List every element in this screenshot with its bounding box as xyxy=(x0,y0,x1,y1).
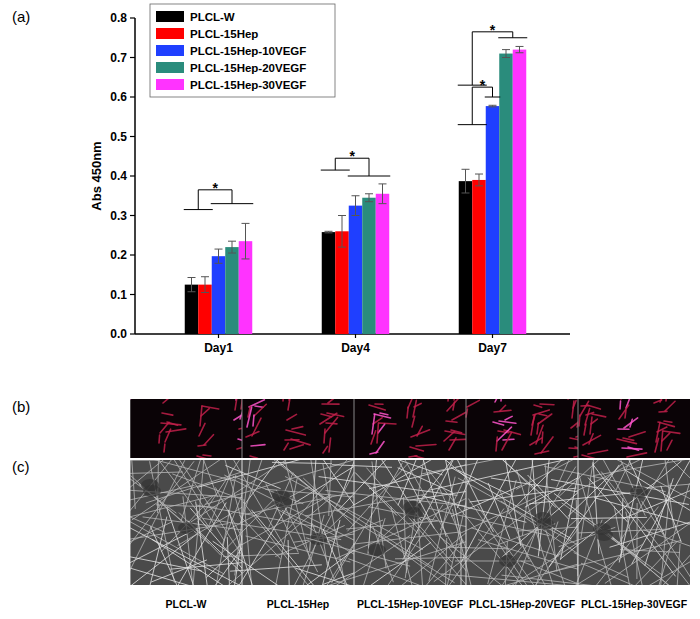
bracket-arm xyxy=(492,87,493,97)
y-tick-label: 0.7 xyxy=(110,51,127,65)
significance-mark: * xyxy=(212,180,218,196)
bar xyxy=(499,54,513,334)
error-bar xyxy=(352,196,360,216)
bar xyxy=(322,232,336,334)
fluorescence-panel xyxy=(354,399,470,458)
legend-label: PLCL-15Hep xyxy=(190,28,258,40)
bar xyxy=(225,247,239,334)
bar xyxy=(472,180,486,334)
fluorescence-panel xyxy=(578,399,690,458)
bracket-arm xyxy=(472,32,473,85)
y-axis xyxy=(134,18,136,334)
image-label: PLCL-15Hep-10VEGF xyxy=(357,598,464,610)
x-tick-label: Day1 xyxy=(204,341,233,355)
error-bar xyxy=(489,105,497,107)
x-tick-label: Day7 xyxy=(478,341,507,355)
significance-mark: * xyxy=(349,148,355,164)
panel-label: (b) xyxy=(12,398,30,415)
legend-swatch xyxy=(156,11,184,22)
error-bar xyxy=(462,169,470,193)
legend-swatch xyxy=(156,62,184,73)
fluorescence-panel xyxy=(242,399,354,458)
image-label: PLCL-15Hep xyxy=(267,598,329,610)
bar xyxy=(349,206,363,334)
legend-box xyxy=(150,4,335,97)
fluorescence-panel xyxy=(130,399,258,458)
sem-panel xyxy=(502,460,690,585)
y-tick-label: 0.6 xyxy=(110,90,127,104)
bars xyxy=(185,46,527,334)
legend-swatch xyxy=(156,28,184,39)
bar xyxy=(513,50,527,334)
legend-label: PLCL-W xyxy=(190,11,235,23)
bar xyxy=(362,198,376,334)
error-bar xyxy=(475,174,483,186)
panel-label: (c) xyxy=(12,458,30,475)
significance-mark: * xyxy=(490,22,496,38)
error-bar xyxy=(502,50,510,58)
bracket-arm xyxy=(232,190,233,204)
error-bar xyxy=(242,223,250,259)
bar xyxy=(335,231,349,334)
error-bar xyxy=(365,194,373,202)
bar xyxy=(198,285,212,334)
fluorescence-images xyxy=(130,399,690,458)
x-tick-label: Day4 xyxy=(341,341,370,355)
error-bar xyxy=(516,46,524,52)
bracket-arm xyxy=(512,32,513,38)
legend-swatch xyxy=(156,45,184,56)
bar xyxy=(459,181,473,334)
bar xyxy=(486,106,500,334)
bracket-arm xyxy=(369,158,370,176)
legend-label: PLCL-15Hep-30VEGF xyxy=(190,79,306,91)
bracket-arm xyxy=(335,158,336,170)
error-bar xyxy=(215,249,223,263)
x-tick xyxy=(492,334,493,338)
legend: PLCL-W PLCL-15Hep PLCL-15Hep-10VEGF PLCL-15… xyxy=(150,4,335,97)
sem-images xyxy=(130,460,690,585)
bar xyxy=(376,194,390,334)
panel-label: (a) xyxy=(12,8,30,25)
legend-label: PLCL-15Hep-20VEGF xyxy=(190,62,306,74)
error-bar xyxy=(228,241,236,253)
legend-swatch xyxy=(156,79,184,90)
x-tick xyxy=(355,334,356,338)
error-bar xyxy=(325,231,333,233)
legend-label: PLCL-15Hep-10VEGF xyxy=(190,45,306,57)
bracket-arm xyxy=(198,190,199,210)
error-bar xyxy=(188,278,196,292)
y-axis-label: Abs 450nm xyxy=(89,141,104,210)
bracket-arm xyxy=(472,87,473,125)
image-label: PLCL-15Hep-30VEGF xyxy=(581,598,688,610)
image-label: PLCL-15Hep-20VEGF xyxy=(469,598,576,610)
y-tick-label: 0.2 xyxy=(110,248,127,262)
y-tick-label: 0.0 xyxy=(110,327,127,341)
image-label: PLCL-W xyxy=(166,598,207,610)
y-tick-label: 0.1 xyxy=(110,288,127,302)
y-tick-label: 0.5 xyxy=(110,130,127,144)
fluorescence-panel xyxy=(466,399,594,458)
bar xyxy=(212,256,226,334)
error-bar xyxy=(379,184,387,204)
y-tick-label: 0.8 xyxy=(110,11,127,25)
figure: (a) 0.0 0.1 0.2 0.3 0.4 0.5 0.6 0.7 0.8 Abs 450nm D… xyxy=(0,0,700,619)
x-tick xyxy=(218,334,219,338)
bar xyxy=(185,285,199,334)
y-tick-label: 0.4 xyxy=(110,169,127,183)
error-bar xyxy=(338,216,346,248)
error-bar xyxy=(201,277,209,293)
y-tick-label: 0.3 xyxy=(110,209,127,223)
